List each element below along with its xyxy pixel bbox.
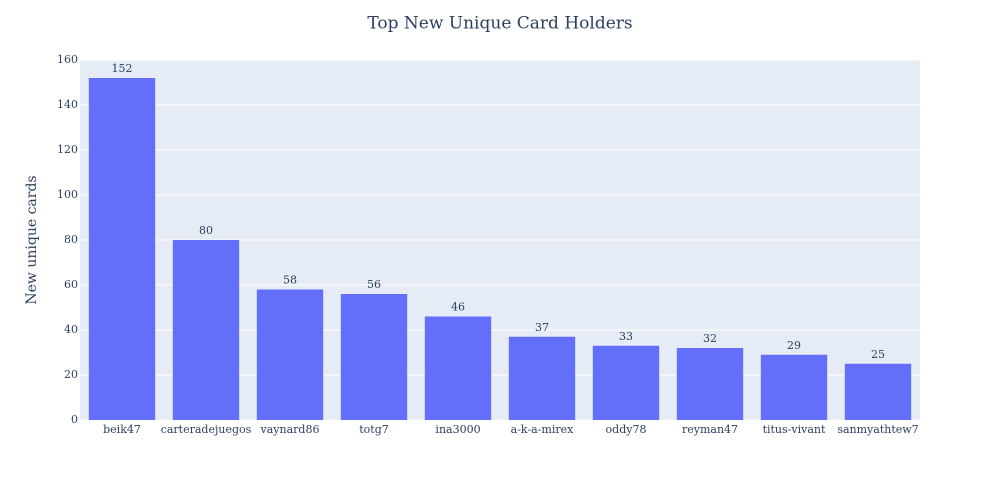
y-tick-label: 140	[57, 98, 78, 111]
x-tick-label: vaynard86	[260, 423, 320, 436]
bar	[172, 240, 240, 420]
data-label: 152	[112, 62, 133, 75]
data-label: 56	[367, 278, 381, 291]
y-tick-label: 160	[57, 53, 78, 66]
x-tick-label: beik47	[103, 423, 141, 436]
y-tick-label: 0	[71, 413, 78, 426]
bar	[88, 78, 156, 420]
y-tick-label: 80	[64, 233, 78, 246]
bar	[508, 336, 576, 420]
x-tick-label: a-k-a-mirex	[511, 423, 574, 436]
x-tick-label: totg7	[359, 423, 389, 436]
data-label: 32	[703, 332, 717, 345]
chart-title: Top New Unique Card Holders	[367, 14, 632, 34]
y-tick-label: 120	[57, 143, 78, 156]
x-tick-label: oddy78	[606, 423, 647, 436]
bar	[340, 294, 408, 420]
x-tick-label: titus-vivant	[763, 423, 826, 436]
x-tick-label: sanmyathtew7	[837, 423, 918, 436]
bar	[592, 345, 660, 420]
bar	[844, 363, 912, 420]
x-tick-label: carteradejuegos	[161, 423, 252, 436]
y-tick-label: 100	[57, 188, 78, 201]
data-label: 46	[451, 301, 465, 314]
data-label: 25	[871, 348, 885, 361]
data-label: 29	[787, 339, 801, 352]
y-axis-title: New unique cards	[24, 175, 40, 304]
bar	[760, 354, 828, 420]
bar	[676, 348, 744, 420]
data-label: 37	[535, 321, 549, 334]
y-tick-label: 20	[64, 368, 78, 381]
data-label: 58	[283, 274, 297, 287]
y-tick-label: 60	[64, 278, 78, 291]
bar	[424, 316, 492, 420]
x-tick-label: reyman47	[682, 423, 738, 436]
y-tick-label: 40	[64, 323, 78, 336]
data-label: 33	[619, 330, 633, 343]
bar	[256, 289, 324, 420]
data-label: 80	[199, 224, 213, 237]
x-tick-label: ina3000	[435, 423, 480, 436]
